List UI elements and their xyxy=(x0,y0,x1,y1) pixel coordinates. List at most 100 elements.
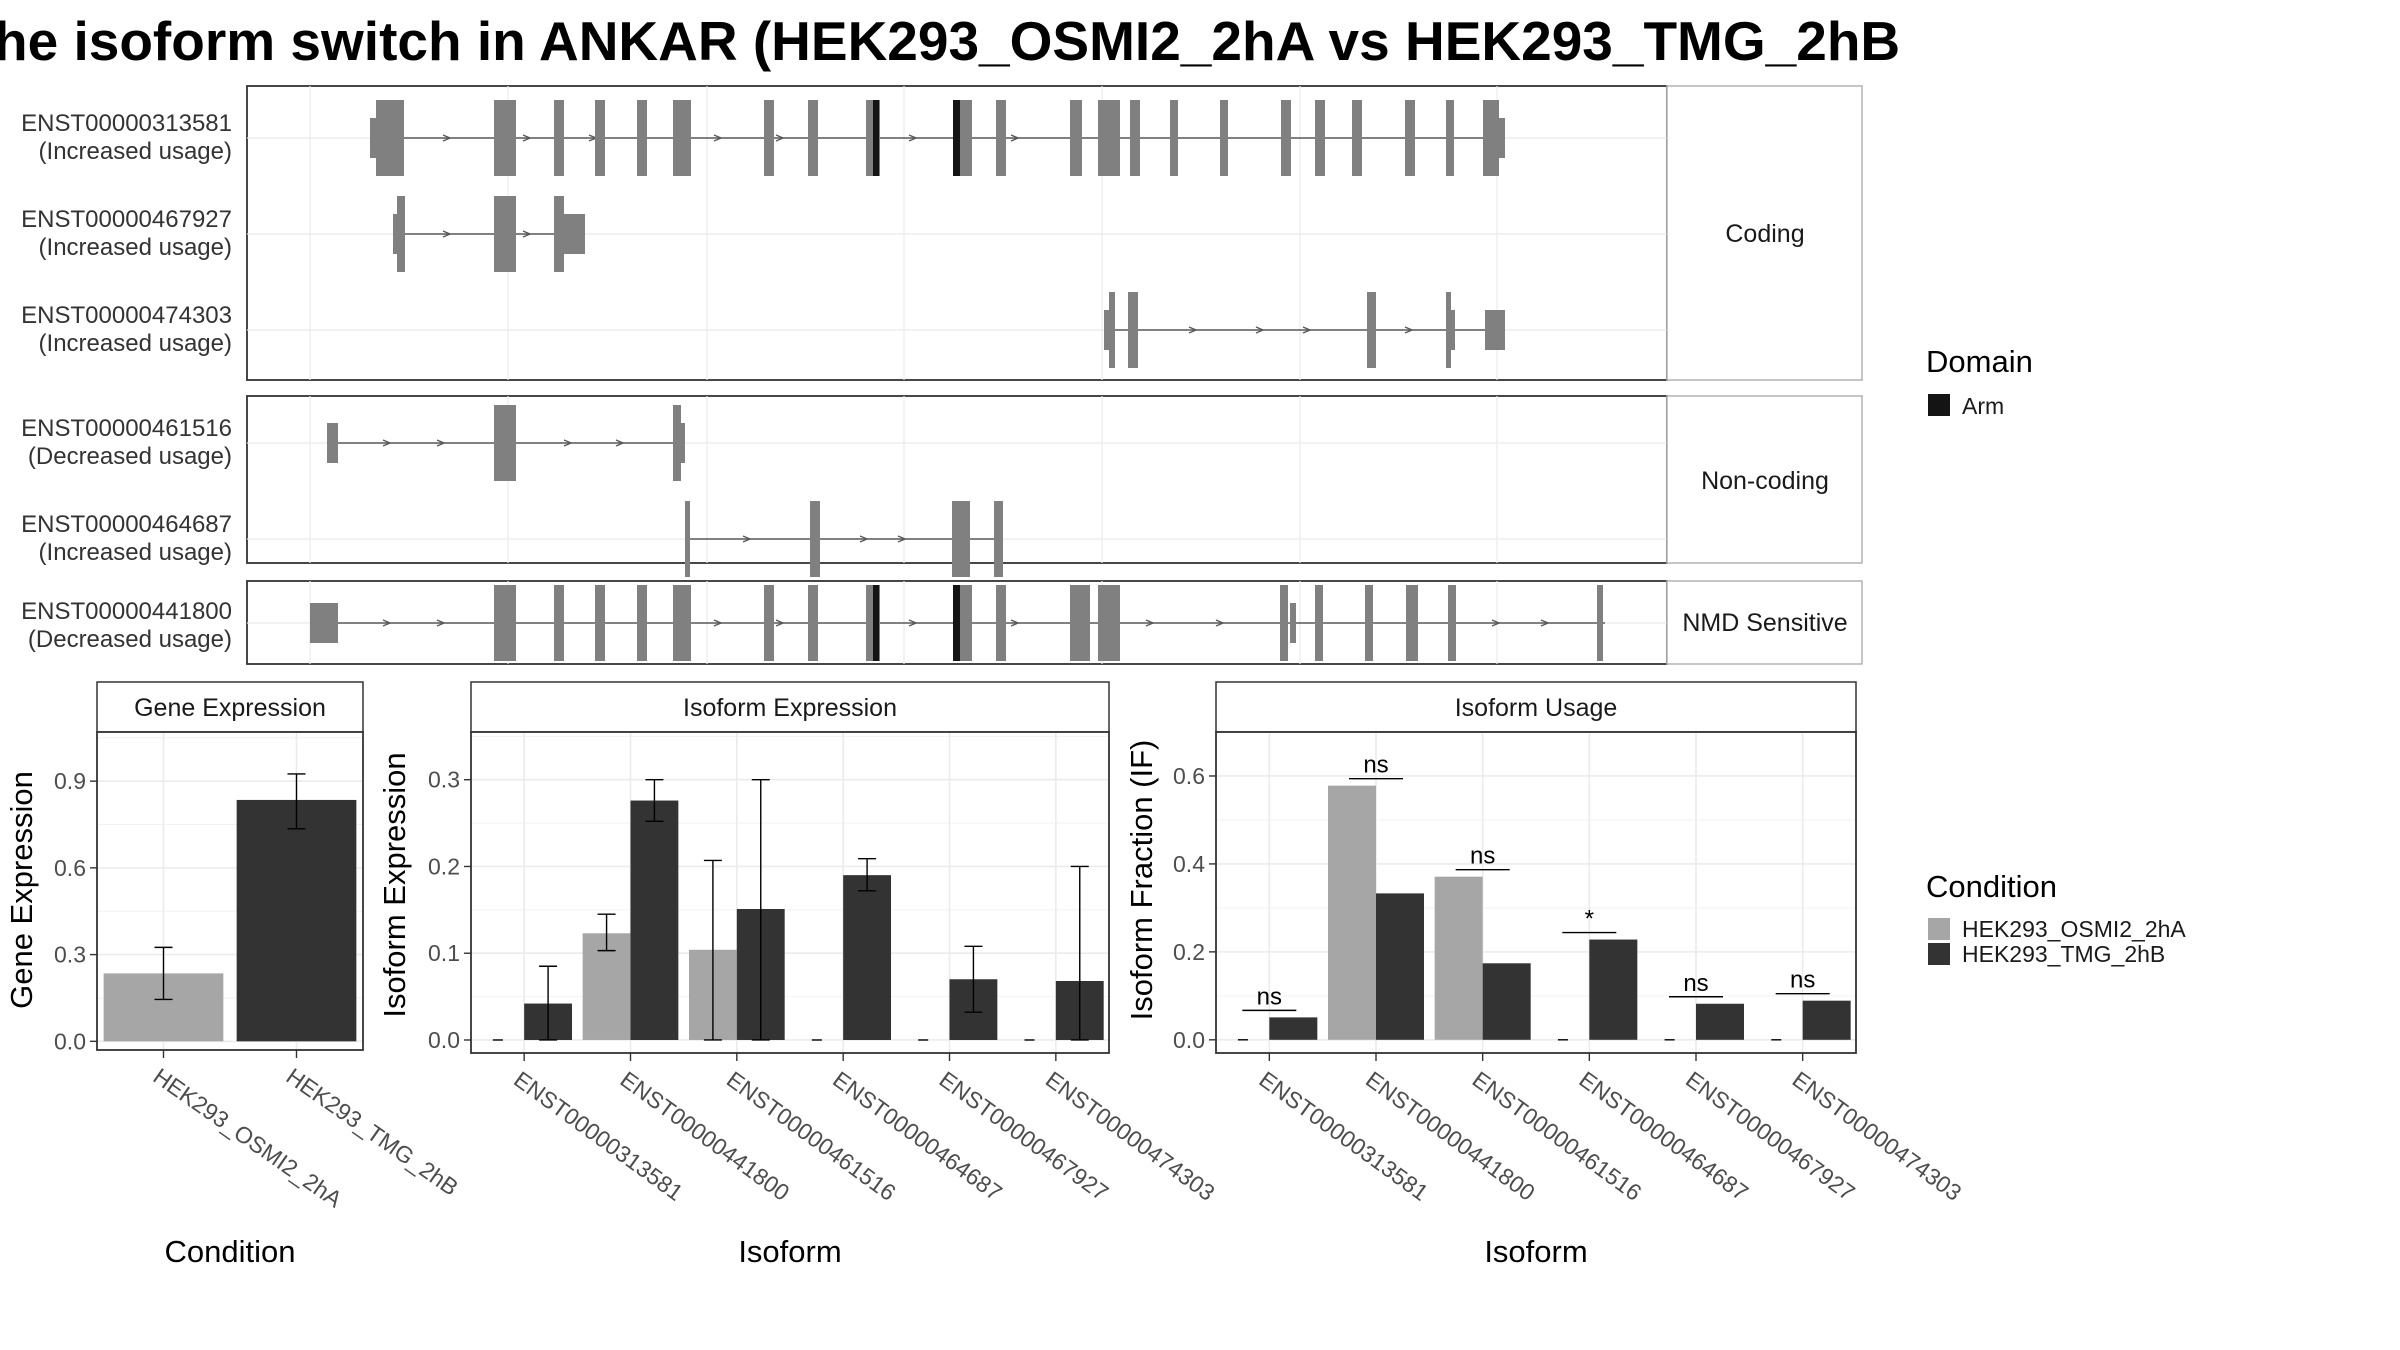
bar xyxy=(1802,1000,1851,1040)
y-tick-label: 0.0 xyxy=(54,1028,86,1054)
condition-legend-label: HEK293_OSMI2_2hA xyxy=(1962,916,2186,942)
strand-arrow xyxy=(1145,619,1155,627)
x-axis-title: Condition xyxy=(165,1234,296,1269)
strand-arrow xyxy=(1404,326,1414,334)
y-tick-label: 0.0 xyxy=(1173,1027,1205,1053)
exon xyxy=(1070,100,1082,176)
exon xyxy=(327,423,338,463)
plot-border xyxy=(96,731,364,1051)
bar xyxy=(1328,785,1376,1040)
bar xyxy=(1434,876,1483,1040)
exon xyxy=(680,423,685,463)
x-tick-label: ENST00000474303 xyxy=(1041,1066,1220,1206)
bar xyxy=(1589,939,1638,1040)
significance-label: * xyxy=(1585,906,1594,933)
x-axis-title: Isoform xyxy=(738,1234,841,1269)
exon xyxy=(554,585,564,661)
strand-arrow xyxy=(436,439,446,447)
exon xyxy=(810,501,820,577)
transcript-model xyxy=(685,501,1003,577)
exon xyxy=(1170,100,1178,176)
strand-arrow xyxy=(742,535,752,543)
exon xyxy=(764,100,774,176)
strand-arrow xyxy=(713,619,723,627)
transcript-id-label: ENST00000313581 xyxy=(21,110,232,137)
strand-arrow xyxy=(1302,326,1312,334)
y-axis-title: Isoform Fraction (IF) xyxy=(1124,740,1159,1021)
x-axis-title: Isoform xyxy=(1484,1234,1587,1269)
strand-arrow xyxy=(1491,619,1501,627)
y-tick-label: 0.1 xyxy=(428,940,460,966)
exon-models xyxy=(310,100,1605,661)
domain-legend-title: Domain xyxy=(1926,344,2033,379)
significance-label: ns xyxy=(1363,752,1388,779)
strand-arrow xyxy=(436,619,446,627)
domain-legend: Domain Arm xyxy=(1926,344,2033,419)
transcript-usage-label: (Increased usage) xyxy=(39,138,232,165)
exon xyxy=(637,585,647,661)
significance-label: ns xyxy=(1257,983,1282,1010)
x-tick-label: ENST00000474303 xyxy=(1788,1066,1967,1206)
exon xyxy=(1098,585,1120,661)
y-tick-label: 0.2 xyxy=(428,853,460,879)
exon xyxy=(1367,292,1376,368)
facet-strip-noncoding: Non-coding xyxy=(1666,395,1863,564)
exon xyxy=(685,501,690,577)
y-tick-label: 0.6 xyxy=(1173,763,1205,789)
exon xyxy=(1352,100,1362,176)
exon xyxy=(563,214,585,254)
exon xyxy=(808,585,818,661)
exon xyxy=(1290,603,1296,643)
transcript-id-label: ENST00000441800 xyxy=(21,598,232,625)
strand-arrow xyxy=(382,619,392,627)
significance-label: ns xyxy=(1790,967,1815,994)
panel-title: Isoform Expression xyxy=(683,694,897,722)
domain-arm xyxy=(953,100,960,176)
figure-title: he isoform switch in ANKAR (HEK293_OSMI2… xyxy=(0,10,1900,72)
exon xyxy=(1280,585,1288,661)
strand-arrow xyxy=(522,230,532,238)
bar xyxy=(1376,893,1424,1040)
strand-arrow xyxy=(1010,619,1020,627)
exon xyxy=(595,585,605,661)
y-tick-label: 0.3 xyxy=(54,942,86,968)
transcript-model xyxy=(310,585,1605,661)
bar xyxy=(630,800,679,1040)
transcript-usage-label: (Decreased usage) xyxy=(28,443,232,470)
gene-structure-plot: ENST00000313581 (Increased usage) ENST00… xyxy=(21,85,1863,665)
bar xyxy=(1696,1003,1744,1040)
transcript-model xyxy=(393,196,585,272)
exon xyxy=(1405,100,1415,176)
condition-legend-label: HEK293_TMG_2hB xyxy=(1962,941,2165,967)
domain-legend-key xyxy=(1928,394,1950,416)
exon xyxy=(1485,310,1505,350)
exon xyxy=(1446,100,1454,176)
strand-arrow xyxy=(908,619,918,627)
bar xyxy=(1269,1017,1318,1040)
transcript-id-label: ENST00000464687 xyxy=(21,511,232,538)
strand-arrow xyxy=(897,535,907,543)
significance-label: ns xyxy=(1683,970,1708,997)
exon xyxy=(808,100,818,176)
exon xyxy=(310,603,338,643)
y-tick-label: 0.3 xyxy=(428,767,460,793)
strand-arrow xyxy=(442,230,452,238)
significance-label: ns xyxy=(1470,843,1495,870)
exon xyxy=(376,100,404,176)
exon xyxy=(673,100,691,176)
y-tick-label: 0.6 xyxy=(54,855,86,881)
exon xyxy=(637,100,647,176)
exon xyxy=(1483,100,1499,176)
strand-arrow xyxy=(775,619,785,627)
exon xyxy=(673,405,681,481)
transcript-usage-label: (Decreased usage) xyxy=(28,626,232,653)
y-tick-label: 0.9 xyxy=(54,768,86,794)
exon xyxy=(1281,100,1291,176)
plot-background xyxy=(471,732,1109,1053)
svg-text:Coding: Coding xyxy=(1725,220,1804,248)
exon xyxy=(1128,292,1138,368)
exon xyxy=(504,585,516,661)
panel-title: Gene Expression xyxy=(134,694,326,722)
